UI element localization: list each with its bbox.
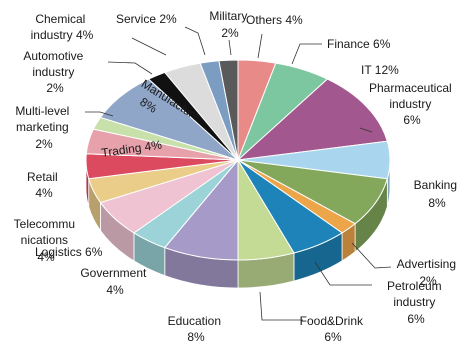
leader-line-service (184, 26, 206, 56)
pie-top-faces (85, 59, 391, 261)
leader-line-automotive (107, 61, 153, 75)
label-telecom: Telecommu nications 4% (14, 217, 79, 264)
leader-line-mlm (85, 111, 114, 117)
label-petroleum: Petroleum industry 6% (387, 279, 445, 326)
label-mlm: Multi-level marketing 2% (15, 104, 72, 151)
leader-line-food (259, 291, 303, 321)
label-it: IT 12% (361, 63, 399, 77)
label-education: Education 8% (168, 314, 225, 344)
leader-line-military (228, 39, 232, 56)
pie-side-walls (85, 159, 391, 289)
leader-line-others (257, 33, 263, 59)
leader-lines (85, 26, 392, 321)
leader-line-advertising (351, 242, 392, 269)
label-pharma: Pharmaceutical industry 6% (369, 81, 455, 127)
label-service: Service 2% (116, 12, 177, 26)
leader-line-finance (291, 43, 322, 65)
label-government: Government 4% (80, 266, 149, 297)
leader-line-pharma (359, 127, 373, 133)
label-banking: Banking 8% (414, 178, 461, 210)
label-food: Food&Drink 6% (300, 314, 367, 344)
label-automotive: Automotive industry 2% (23, 49, 86, 95)
pie-slice-military (218, 59, 239, 161)
leader-line-chemical (131, 37, 167, 56)
label-finance: Finance 6% (327, 37, 391, 51)
pie-slice-it (236, 78, 388, 161)
label-logistics: Logistics 6% (35, 245, 103, 259)
label-military: Military 2% (209, 9, 250, 40)
label-advertising: Advertising 2% (397, 257, 460, 288)
label-chemical: Chemical industry 4% (31, 12, 94, 42)
label-retail: Retail 4% (27, 170, 61, 200)
leader-line-petroleum (314, 261, 372, 286)
label-others: Others 4% (246, 13, 303, 27)
